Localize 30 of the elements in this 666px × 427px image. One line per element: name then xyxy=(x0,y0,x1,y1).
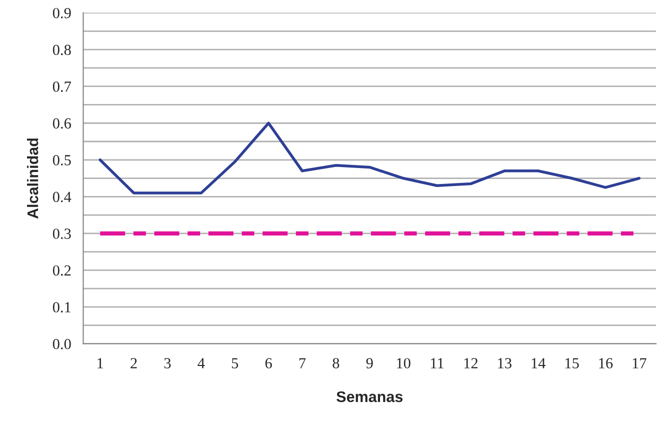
x-tick-label: 15 xyxy=(565,358,579,368)
x-tick-label: 4 xyxy=(198,358,205,368)
x-tick-label: 9 xyxy=(366,358,373,368)
y-tick-label: 0.3 xyxy=(52,228,71,239)
x-tick-label: 6 xyxy=(265,358,272,368)
x-tick-label: 11 xyxy=(431,358,444,368)
y-tick-label: 0.8 xyxy=(52,44,71,56)
y-tick-label: 0.9 xyxy=(52,8,71,18)
x-axis-title: Semanas xyxy=(336,391,403,402)
y-tick-label: 0.1 xyxy=(52,302,71,312)
x-tick-label: 12 xyxy=(464,358,478,368)
x-tick-label: 13 xyxy=(498,358,512,368)
y-tick-label: 0.4 xyxy=(52,192,72,202)
x-tick-label: 1 xyxy=(98,358,103,368)
y-axis-title: Alcalinidad xyxy=(26,138,38,219)
y-tick-label: 0.7 xyxy=(52,81,72,92)
line-series xyxy=(98,122,641,194)
x-tick-label: 2 xyxy=(130,358,137,368)
x-tick-label: 17 xyxy=(632,358,646,368)
x-tick-label: 7 xyxy=(299,358,306,368)
x-tick-label: 14 xyxy=(532,358,546,368)
x-tick-label: 16 xyxy=(599,358,613,368)
y-tick-label: 0.2 xyxy=(52,265,71,276)
y-tick-label: 0.6 xyxy=(52,118,71,129)
x-tick-label: 3 xyxy=(164,358,171,368)
y-tick-label: 0.0 xyxy=(52,338,71,350)
x-tick-label: 5 xyxy=(232,358,238,368)
y-tick-label: 0.5 xyxy=(52,155,71,166)
x-tick-label: 8 xyxy=(332,358,340,368)
x-tick-label: 10 xyxy=(397,358,410,368)
